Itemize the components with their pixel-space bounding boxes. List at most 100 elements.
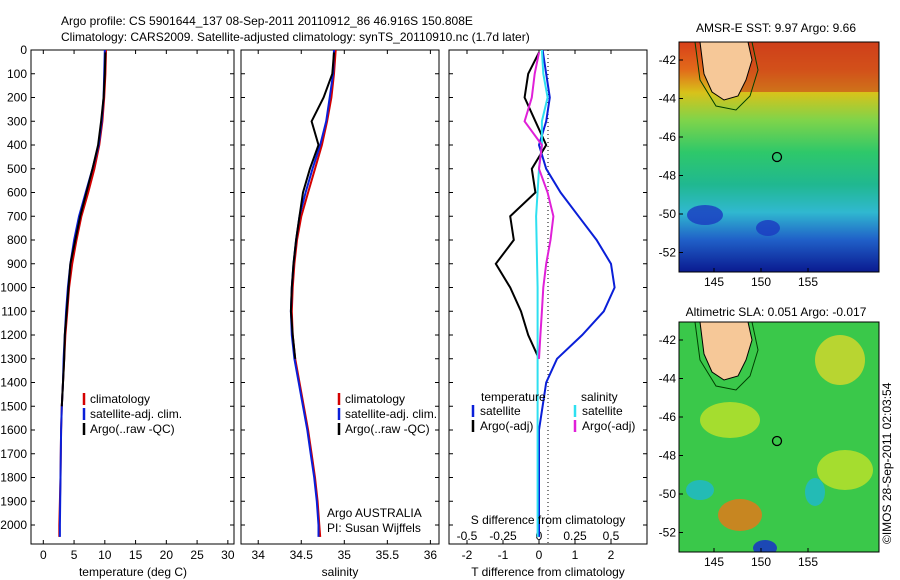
temperature-series [58, 49, 107, 537]
argo-float-marker [771, 151, 783, 163]
sla-map-title: Altimetric SLA: 0.051 Argo: -0.017 [686, 305, 867, 319]
sla-low-blob [753, 540, 777, 552]
y-tick-label: 700 [7, 209, 27, 223]
difference-top-axis-label: S difference from climatology [471, 513, 626, 527]
map-y-tick-label: -48 [659, 169, 677, 183]
sla-low-blob [805, 478, 825, 506]
x-tick-label: 30 [221, 548, 235, 562]
series-line-t-argo-adj [494, 51, 548, 360]
argo-float-marker [771, 435, 783, 447]
salinity-panel-frame [240, 49, 440, 545]
salinity-x-ticks: 34 34.5 35 35.5 36 [241, 49, 439, 562]
difference-series [494, 49, 616, 537]
map-y-tick-label: -42 [659, 53, 677, 67]
y-tick-label: 1700 [0, 447, 27, 461]
x-tick-label: 35.5 [376, 548, 400, 562]
difference-legend: temperature salinity satellite Argo(-adj… [471, 390, 635, 433]
figure-title-line1: Argo profile: CS 5901644_137 08-Sep-2011… [61, 14, 473, 28]
difference-axis-label: T difference from climatology [471, 565, 625, 579]
top-tick-label: -0.25 [489, 529, 517, 543]
y-tick-label: 600 [7, 186, 27, 200]
map-y-tick-label: -44 [659, 92, 677, 106]
sla-map-frame [678, 321, 880, 553]
difference-x-ticks: -2 -1 0 1 2 [449, 49, 647, 562]
map-x-tick-label: 145 [704, 555, 724, 569]
sst-map [679, 42, 879, 272]
map-y-tick-label: -48 [659, 449, 677, 463]
legend-label-t-argo: Argo(-adj) [480, 419, 533, 433]
legend-label-satellite: satellite-adj. clim. [90, 407, 182, 421]
x-tick-label: 34 [252, 548, 266, 562]
y-tick-label: 1800 [0, 471, 27, 485]
tasmania-land [699, 42, 753, 101]
x-tick-label: -1 [498, 548, 509, 562]
imos-stamp: ©IMOS 28-Sep-2011 02:03:54 [880, 382, 894, 544]
sst-map-frame [678, 41, 880, 273]
legend-label-climatology: climatology [90, 392, 150, 406]
legend-label-t-satellite: satellite [480, 404, 521, 418]
sst-cool-eddy [756, 220, 780, 236]
sla-high-blob [817, 450, 873, 490]
y-tick-label: 1900 [0, 494, 27, 508]
top-tick-label: 0.5 [603, 529, 620, 543]
map-y-tick-label: -50 [659, 487, 677, 501]
x-tick-label: 1 [572, 548, 579, 562]
x-tick-label: 35 [338, 548, 352, 562]
y-tick-label: 1500 [0, 399, 27, 413]
top-tick-label: 0.25 [563, 529, 587, 543]
sla-high-blob [718, 499, 762, 531]
x-tick-label: 34.5 [290, 548, 314, 562]
x-tick-label: 15 [129, 548, 143, 562]
sst-map-axes: 145 150 155 -42 -44 -46 -48 -50 -52 [659, 53, 819, 289]
map-x-tick-label: 150 [751, 555, 771, 569]
x-tick-label: 20 [160, 548, 174, 562]
sla-high-blob [815, 335, 865, 385]
map-y-tick-label: -42 [659, 333, 677, 347]
salinity-legend: climatology satellite-adj. clim. Argo(..… [337, 392, 437, 436]
y-tick-label: 500 [7, 162, 27, 176]
x-tick-label: 25 [190, 548, 204, 562]
legend-label-climatology: climatology [345, 392, 405, 406]
sla-high-blob [700, 402, 760, 438]
legend-title-salinity: salinity [581, 390, 618, 404]
y-tick-label: 2000 [0, 518, 27, 532]
map-y-tick-label: -50 [659, 207, 677, 221]
map-x-tick-label: 150 [751, 275, 771, 289]
temperature-legend: climatology satellite-adj. clim. Argo(..… [82, 392, 182, 436]
tasmania-land [699, 322, 753, 381]
x-tick-label: 10 [98, 548, 112, 562]
map-y-tick-label: -44 [659, 372, 677, 386]
x-tick-label: 0 [40, 548, 47, 562]
series-line-argo-raw-qc [60, 52, 107, 407]
temperature-x-ticks: 0 5 10 15 20 25 30 [31, 49, 235, 562]
series-line-t-satellite [537, 49, 616, 537]
top-tick-label: -0.5 [457, 529, 478, 543]
sst-map-title: AMSR-E SST: 9.97 Argo: 9.66 [696, 21, 856, 35]
x-tick-label: -2 [462, 548, 473, 562]
sla-low-blob [686, 480, 714, 500]
temperature-panel-frame [30, 49, 235, 545]
series-line-s-argo-adj [523, 52, 555, 359]
y-tick-label: 800 [7, 233, 27, 247]
y-tick-label: 1100 [1, 304, 27, 318]
y-tick-label: 1000 [0, 281, 27, 295]
y-tick-label: 0 [20, 43, 27, 57]
sla-map [679, 322, 879, 552]
map-x-tick-label: 155 [798, 555, 818, 569]
salinity-axis-label: salinity [322, 565, 359, 579]
map-y-tick-label: -52 [659, 246, 677, 260]
y-tick-label: 1400 [0, 376, 27, 390]
legend-label-s-satellite: satellite [582, 404, 623, 418]
y-tick-label: 300 [7, 114, 27, 128]
x-tick-label: 2 [608, 548, 615, 562]
y-tick-label: 200 [7, 91, 27, 105]
annotation-argo-australia: Argo AUSTRALIA [327, 506, 422, 520]
legend-label-argo: Argo(..raw -QC) [345, 422, 430, 436]
map-y-tick-label: -46 [659, 410, 677, 424]
y-tick-label: 100 [7, 67, 27, 81]
y-tick-label: 900 [7, 257, 27, 271]
legend-label-s-argo: Argo(-adj) [582, 419, 635, 433]
y-tick-label: 1300 [0, 352, 27, 366]
y-tick-label: 400 [7, 138, 27, 152]
